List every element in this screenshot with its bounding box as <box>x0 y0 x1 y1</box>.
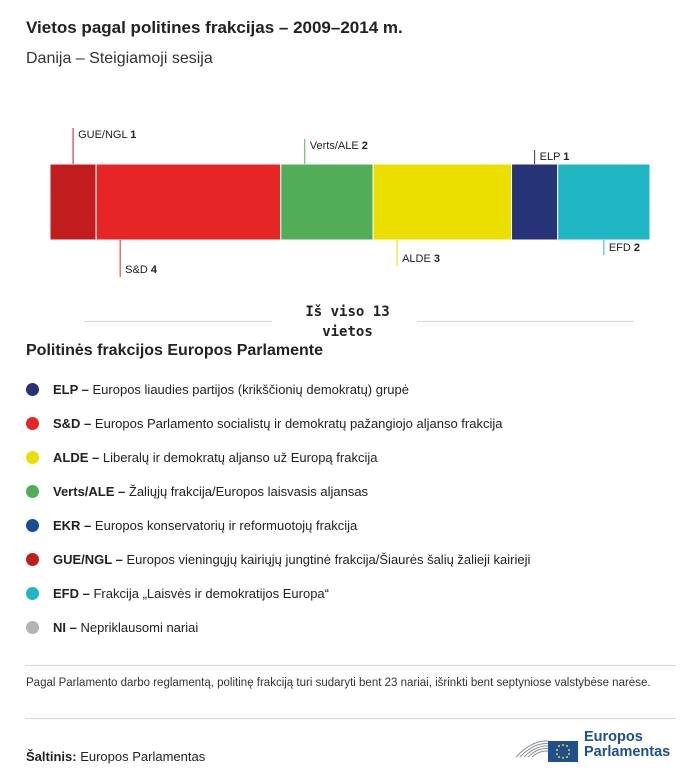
source-line: Šaltinis: Europos Parlamentas <box>26 749 205 764</box>
european-parliament-logo: Europos Parlamentas <box>514 727 670 763</box>
legend: ELP – Europos liaudies partijos (krikšči… <box>26 372 530 644</box>
source-value: Europos Parlamentas <box>80 749 206 764</box>
legend-abbr: GUE/NGL – <box>53 551 123 567</box>
total-seats-unit: vietos <box>322 324 373 340</box>
segment-label: GUE/NGL 1 <box>78 129 136 141</box>
legend-item: ELP – Europos liaudies partijos (krikšči… <box>26 372 530 406</box>
logo-line1: Europos <box>584 729 643 745</box>
legend-desc: Europos konservatorių ir reformuotojų fr… <box>94 517 358 533</box>
segment-label: Verts/ALE 2 <box>310 140 368 152</box>
legend-item: ALDE – Liberalų ir demokratų aljanso už … <box>26 440 530 474</box>
segment-label: EFD 2 <box>609 242 640 254</box>
legend-desc: Europos liaudies partijos (krikščionių d… <box>92 381 409 397</box>
bar-segment-gue-ngl <box>49 163 97 241</box>
legend-title: Politinės frakcijos Europos Parlamente <box>26 342 323 359</box>
total-rule-left <box>84 321 272 322</box>
bar-segment-elp <box>511 163 559 241</box>
legend-dot <box>26 382 39 396</box>
legend-abbr: ALDE – <box>53 449 100 465</box>
legend-abbr: Verts/ALE – <box>53 483 126 499</box>
bar-segment-verts-ale <box>280 163 374 241</box>
legend-dot <box>26 484 39 498</box>
legend-dot <box>26 552 39 566</box>
seat-bar-chart: GUE/NGL 1 S&D 4 Verts/ALE 2 ALDE 3 ELP 1 EFD … <box>49 128 651 277</box>
legend-desc: Žaliųjų frakcija/Europos laisvasis aljan… <box>128 483 369 499</box>
total-rule-right <box>418 321 634 322</box>
bar-segment-s-d <box>95 163 282 241</box>
logo-text: Europos Parlamentas <box>584 730 670 760</box>
legend-dot <box>26 620 39 634</box>
legend-desc: Liberalų ir demokratų aljanso už Europą … <box>102 449 378 465</box>
legend-item: EKR – Europos konservatorių ir reformuot… <box>26 508 530 542</box>
legend-desc: Nepriklausomi nariai <box>80 619 199 635</box>
legend-dot <box>26 450 39 464</box>
legend-dot <box>26 518 39 532</box>
legend-abbr: S&D – <box>53 415 92 431</box>
chart-title: Vietos pagal politines frakcijas – 2009–… <box>26 18 403 37</box>
legend-item: NI – Nepriklausomi nariai <box>26 610 530 644</box>
chart-subtitle: Danija – Steigiamoji sesija <box>26 50 213 67</box>
segment-label: ELP 1 <box>540 151 570 163</box>
legend-item: GUE/NGL – Europos vieningųjų kairiųjų ju… <box>26 542 530 576</box>
source-label: Šaltinis: <box>26 749 77 764</box>
legend-abbr: EFD – <box>53 585 90 601</box>
legend-dot <box>26 586 39 600</box>
legend-desc: Europos vieningųjų kairiųjų jungtinė fra… <box>126 551 531 567</box>
legend-desc: Frakcija „Laisvės ir demokratijos Europa… <box>93 585 329 601</box>
total-seats-count: Iš viso 13 <box>305 304 390 320</box>
legend-abbr: ELP – <box>53 381 89 397</box>
legend-dot <box>26 416 39 430</box>
footnote-rule-top <box>26 665 676 666</box>
bar-segment-alde <box>372 163 513 241</box>
legend-item: Verts/ALE – Žaliųjų frakcija/Europos lai… <box>26 474 530 508</box>
segment-label: ALDE 3 <box>402 253 440 265</box>
bar-segment-efd <box>557 163 651 241</box>
legend-abbr: NI – <box>53 619 77 635</box>
footnote: Pagal Parlamento darbo reglamentą, polit… <box>26 677 651 689</box>
footnote-rule-bottom <box>26 718 676 719</box>
logo-line2: Parlamentas <box>584 744 671 760</box>
legend-item: EFD – Frakcija „Laisvės ir demokratijos … <box>26 576 530 610</box>
segment-label: S&D 4 <box>125 264 158 276</box>
legend-item: S&D – Europos Parlamento socialistų ir d… <box>26 406 530 440</box>
legend-abbr: EKR – <box>53 517 92 533</box>
parliament-emblem-icon <box>515 740 578 762</box>
total-seats: Iš viso 13 vietos <box>275 302 420 342</box>
legend-desc: Europos Parlamento socialistų ir demokra… <box>94 415 503 431</box>
